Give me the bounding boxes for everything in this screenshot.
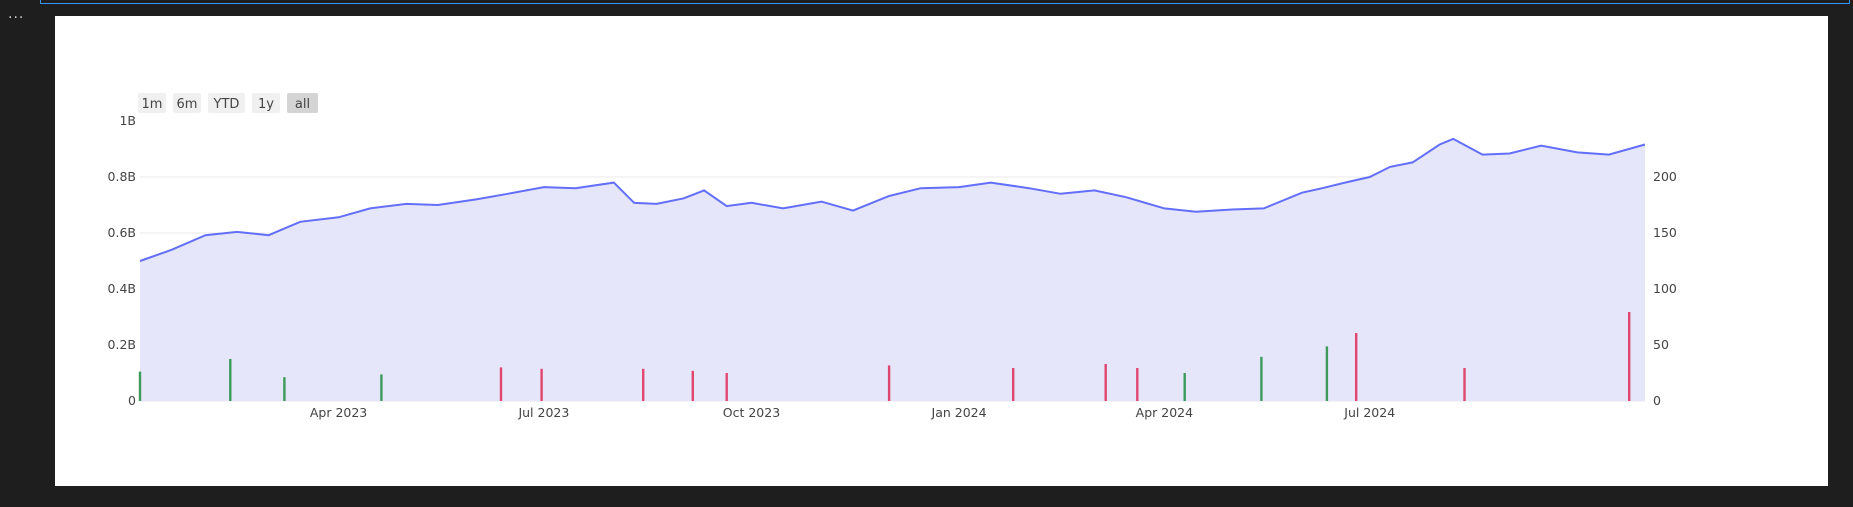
range-button-label: 1m xyxy=(142,97,163,112)
volume-bar xyxy=(691,370,694,401)
range-button-bg xyxy=(208,93,245,113)
y-left-tick-label: 1B xyxy=(119,113,136,128)
volume-bar xyxy=(725,373,728,401)
range-button-bg xyxy=(252,93,280,113)
volume-bar xyxy=(499,367,503,401)
x-axis-ticks: Apr 2023 Jul 2023 Oct 2023 Jan 2024 Apr 2024… xyxy=(310,405,1395,420)
volume-bar xyxy=(380,374,383,401)
x-tick-label: Jan 2024 xyxy=(931,405,987,420)
volume-bar xyxy=(887,365,891,401)
chart-panel: Apr 2023 Jul 2023 Oct 2023 Jan 2024 Apr 2024… xyxy=(55,16,1828,486)
y-right-tick-label: 150 xyxy=(1653,225,1677,240)
y-left-tick-label: 0 xyxy=(128,393,136,408)
range-button-bg xyxy=(138,93,166,113)
y-right-tick-label: 200 xyxy=(1653,169,1677,184)
volume-bar xyxy=(283,377,286,401)
price-area-fill xyxy=(140,138,1645,401)
price-volume-chart: Apr 2023 Jul 2023 Oct 2023 Jan 2024 Apr 2024… xyxy=(108,93,1677,420)
price-area xyxy=(139,137,1646,401)
volume-bar xyxy=(1325,346,1329,401)
y-right-tick-label: 0 xyxy=(1653,393,1661,408)
range-button-bg xyxy=(173,93,201,113)
range-button-ytd[interactable]: YTD xyxy=(208,93,245,113)
editor-top-border xyxy=(40,0,1850,4)
range-button-label: YTD xyxy=(213,97,240,112)
volume-bar xyxy=(1012,368,1015,401)
volume-bar xyxy=(1104,364,1107,401)
range-button-1y[interactable]: 1y xyxy=(252,93,280,113)
range-button-label: all xyxy=(295,97,310,112)
range-button-label: 1y xyxy=(258,97,274,112)
y-left-tick-label: 0.6B xyxy=(108,225,136,240)
x-tick-label: Apr 2024 xyxy=(1136,405,1193,420)
volume-bars xyxy=(138,312,1631,401)
range-button-label: 6m xyxy=(177,97,198,112)
volume-bar xyxy=(1260,356,1263,401)
range-selector: 1m 6m YTD 1y all xyxy=(138,93,318,113)
range-button-all[interactable]: all xyxy=(287,93,318,113)
volume-bar xyxy=(642,368,645,401)
range-button-6m[interactable]: 6m xyxy=(173,93,201,113)
volume-bar xyxy=(540,368,543,401)
x-tick-label: Jul 2023 xyxy=(517,405,569,420)
volume-bar xyxy=(1183,373,1186,401)
y-right-tick-label: 50 xyxy=(1653,337,1669,352)
price-line xyxy=(139,137,1646,262)
volume-bar xyxy=(1136,368,1139,401)
range-button-bg xyxy=(287,93,318,113)
volume-bar xyxy=(1355,333,1358,401)
range-button-1m[interactable]: 1m xyxy=(138,93,166,113)
x-tick-label: Oct 2023 xyxy=(723,405,780,420)
y-right-tick-label: 100 xyxy=(1653,281,1677,296)
volume-bar xyxy=(1463,368,1466,401)
y-axis-left-ticks: 0 0.2B 0.4B 0.6B 0.8B 1B xyxy=(108,113,137,408)
volume-bar xyxy=(1628,312,1631,401)
y-axis-right-ticks: 0 50 100 150 200 xyxy=(1653,169,1677,408)
x-tick-label: Apr 2023 xyxy=(310,405,367,420)
more-options-icon[interactable]: ··· xyxy=(8,10,25,26)
volume-bar xyxy=(229,359,232,401)
y-left-tick-label: 0.8B xyxy=(108,169,136,184)
y-left-tick-label: 0.4B xyxy=(108,281,136,296)
volume-bar xyxy=(138,371,142,401)
x-tick-label: Jul 2024 xyxy=(1343,405,1395,420)
y-left-tick-label: 0.2B xyxy=(108,337,136,352)
